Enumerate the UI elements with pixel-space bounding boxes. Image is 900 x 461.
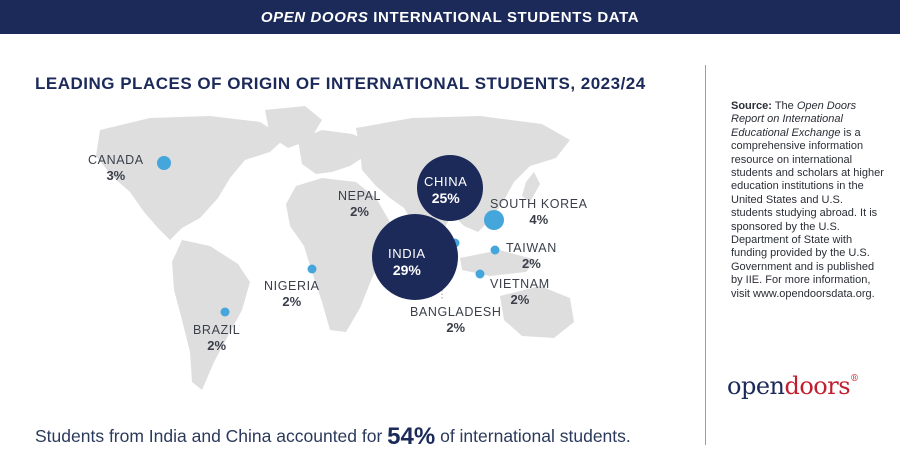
southeast-asia-shape	[460, 250, 536, 276]
country-label-brazil: BRAZIL 2%	[193, 323, 241, 353]
country-label-india: INDIA 29%	[388, 246, 426, 278]
banner-title: OPEN DOORS INTERNATIONAL STUDENTS DATA	[260, 8, 640, 26]
south-america-shape	[172, 240, 250, 390]
summary-percent: 54%	[387, 423, 436, 450]
country-label-bangladesh: BANGLADESH 2%	[410, 305, 502, 335]
world-map	[96, 106, 574, 390]
japan-shape	[522, 172, 540, 202]
vertical-divider	[705, 65, 706, 445]
country-label-nepal: NEPAL 2%	[338, 189, 382, 219]
africa-shape	[286, 178, 390, 332]
country-label-china: CHINA 25%	[424, 174, 468, 206]
country-label-vietnam: VIETNAM 2%	[490, 277, 550, 307]
country-label-canada: CANADA 3%	[88, 153, 144, 183]
taiwan-marker	[490, 245, 500, 255]
opendoors-logo: opendoors®	[727, 372, 859, 400]
summary-statement: Students from India and China accounted …	[35, 423, 631, 450]
australia-shape	[500, 286, 574, 338]
country-label-taiwan: TAIWAN 2%	[506, 241, 557, 271]
india-bubble	[372, 214, 458, 300]
china-bubble	[417, 155, 483, 221]
infographic-title: LEADING PLACES OF ORIGIN OF INTERNATIONA…	[35, 74, 646, 93]
vietnam-marker	[475, 269, 485, 279]
north-america-shape	[96, 116, 285, 240]
brazil-marker	[220, 307, 230, 317]
header-banner: OPEN DOORS INTERNATIONAL STUDENTS DATA	[0, 0, 900, 34]
nigeria-marker	[307, 264, 317, 274]
south-korea-marker	[484, 210, 504, 230]
source-note: Source: The Open Doors Report on Interna…	[731, 100, 884, 300]
canada-marker	[157, 156, 171, 170]
europe-shape	[298, 130, 372, 174]
country-label-south-korea: SOUTH KOREA 4%	[490, 197, 588, 227]
country-label-nigeria: NIGERIA 2%	[264, 279, 320, 309]
